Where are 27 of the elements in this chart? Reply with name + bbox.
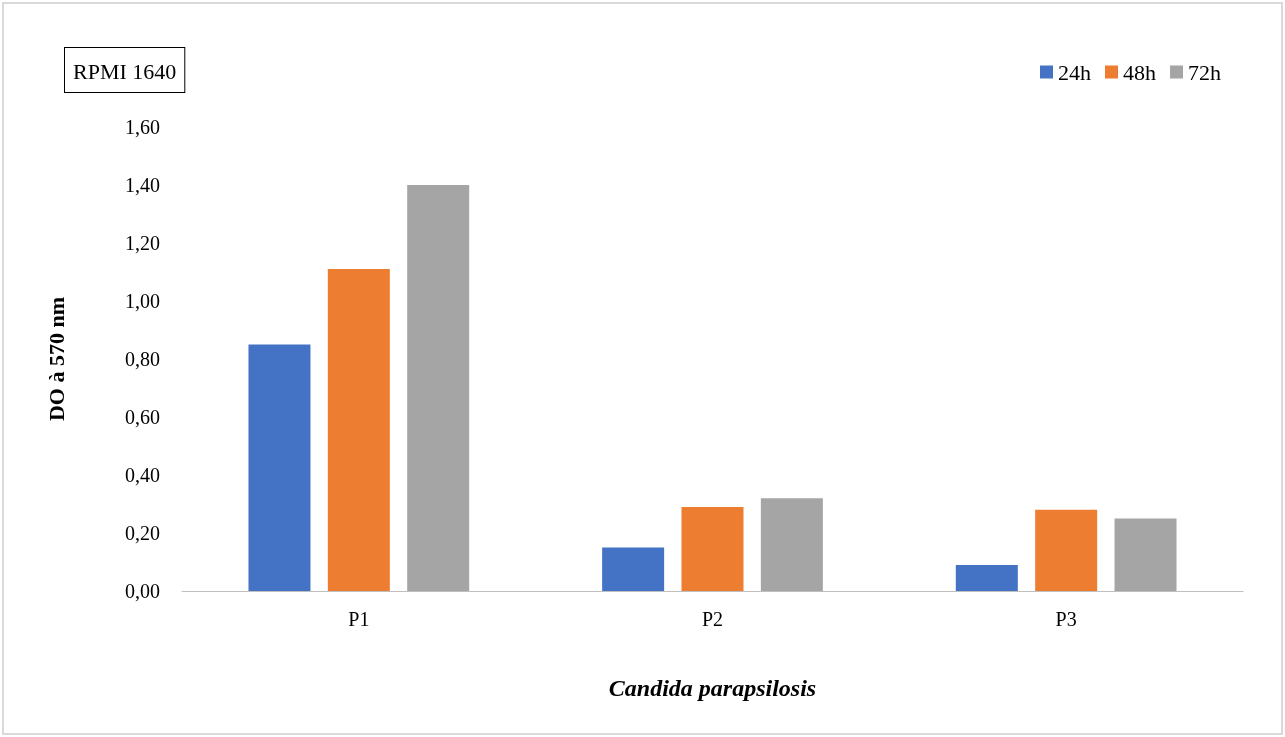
legend-label: 72h — [1188, 59, 1221, 85]
y-tick-label: 0,40 — [125, 464, 160, 486]
y-axis-title: DO à 570 nm — [43, 296, 69, 422]
y-tick-label: 0,00 — [125, 580, 160, 602]
bar — [602, 547, 665, 591]
y-tick-label: 0,60 — [125, 406, 160, 428]
bar — [955, 564, 1018, 591]
bar — [1114, 518, 1177, 591]
legend-label: 48h — [1123, 59, 1156, 85]
bar — [407, 185, 470, 591]
x-tick-label: P1 — [348, 608, 370, 630]
x-axis-title: Candida parapsilosis — [608, 675, 817, 701]
text: RPMI 1640 — [73, 58, 177, 84]
y-tick-label: 0,80 — [125, 348, 160, 370]
x-tick-label: P3 — [1055, 608, 1077, 630]
y-tick-label: 1,60 — [125, 116, 160, 138]
x-tick-label: P2 — [701, 608, 724, 630]
y-tick-label: 0,20 — [125, 522, 160, 544]
y-tick-label: 1,00 — [125, 290, 160, 312]
bar — [1035, 509, 1098, 591]
bar — [760, 498, 823, 591]
bar — [327, 269, 390, 591]
legend-label: 24h — [1058, 59, 1091, 85]
bar — [248, 344, 311, 591]
y-tick-label: 1,40 — [125, 174, 160, 196]
y-tick-label: 1,20 — [125, 232, 160, 254]
bar — [681, 506, 744, 591]
